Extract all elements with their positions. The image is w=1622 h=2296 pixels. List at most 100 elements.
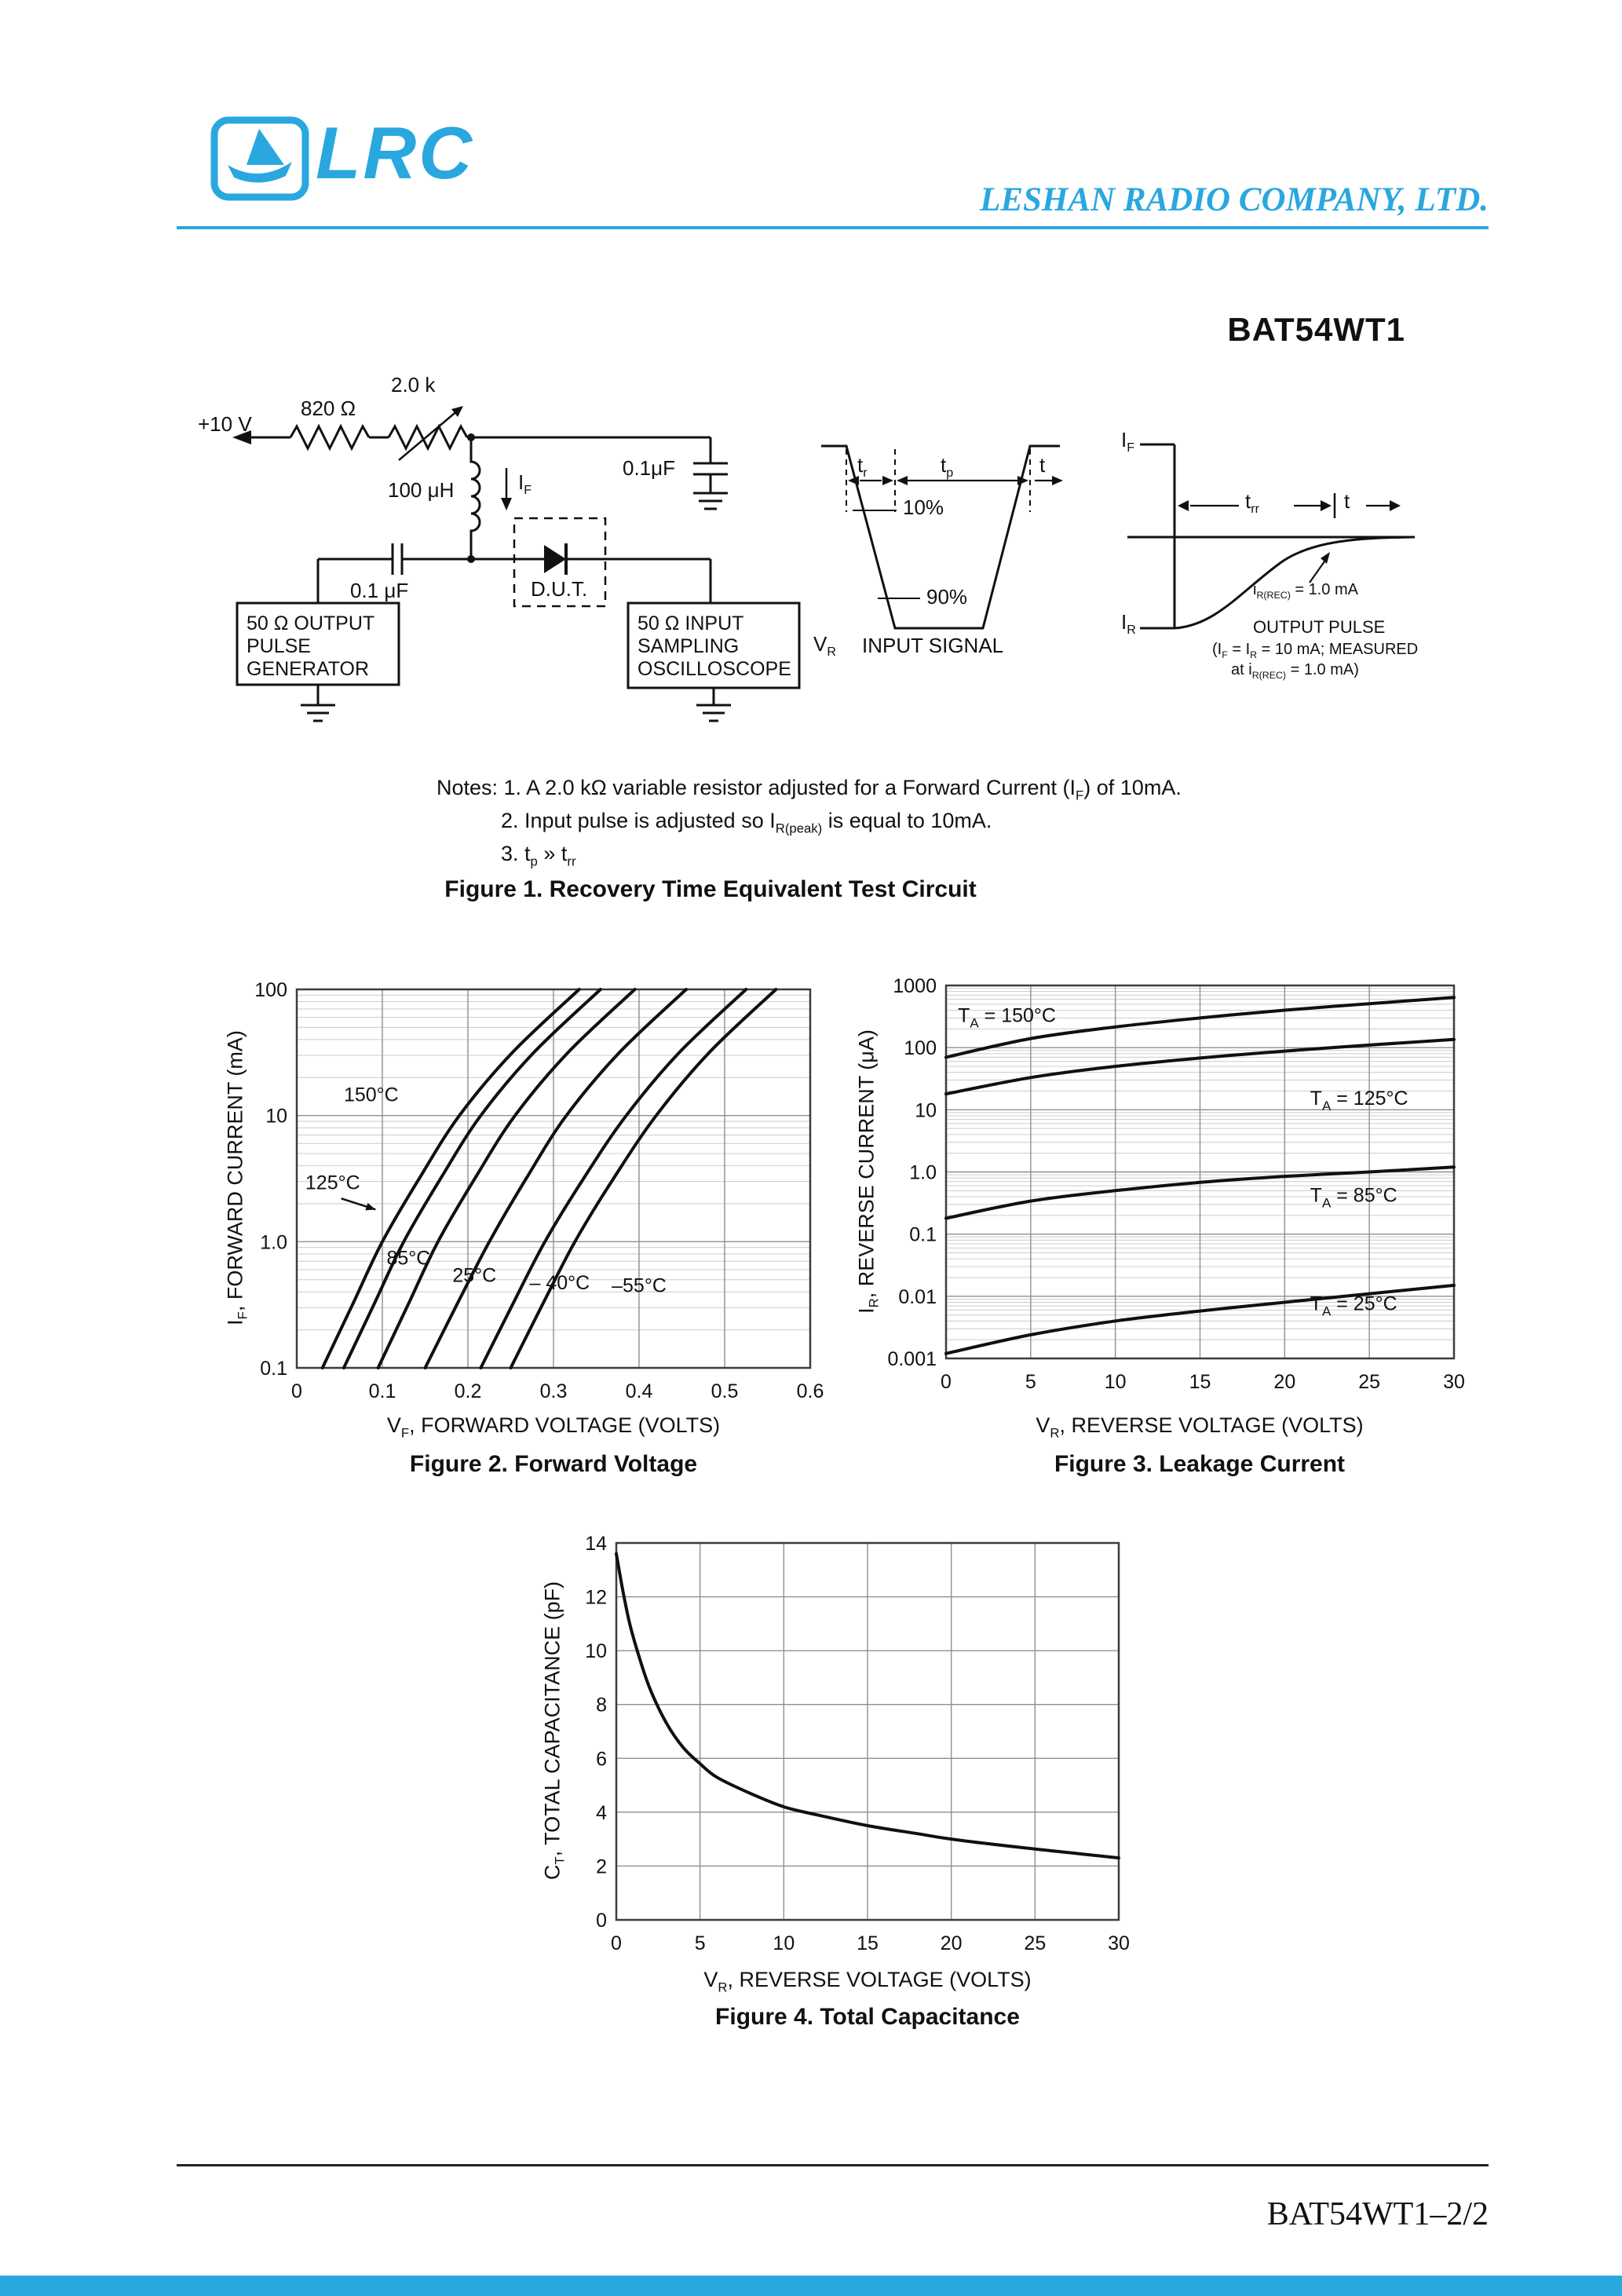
figure4-xlabel: VR, REVERSE VOLTAGE (VOLTS) [703,1968,1032,1995]
generator-box-label: 50 Ω OUTPUT PULSE GENERATOR [247,612,374,681]
generator-box [236,601,400,686]
dimension-lines [860,479,1397,507]
svg-text:0.6: 0.6 [797,1380,824,1402]
capacitor-top-symbol [693,462,728,493]
svg-text:2: 2 [596,1855,607,1877]
svg-text:5: 5 [1025,1371,1036,1393]
svg-text:8: 8 [596,1695,607,1717]
svg-text:0: 0 [596,1910,607,1932]
label-trr: trr [1245,489,1259,517]
resistor-820-symbol [289,423,371,452]
input-signal-waveform [821,444,1060,630]
label-input-signal: INPUT SIGNAL [862,634,1004,657]
label-output-note2: at iR(REC) = 1.0 mA) [1231,661,1359,681]
svg-text:0.1: 0.1 [260,1358,287,1380]
output-pulse-waveform [1127,443,1415,630]
note-line-1: Notes: 1. A 2.0 kΩ variable resistor adj… [437,776,1182,803]
circuit-arrowheads [232,406,1401,573]
figure2-ylabel: IF, FORWARD CURRENT (mA) [223,1030,250,1325]
part-number-title: BAT54WT1 [1227,311,1405,348]
lrc-logo-icon [210,116,309,201]
label-if-current: IF [518,470,532,498]
footer-accent-bar [0,2276,1622,2296]
svg-text:12: 12 [585,1587,607,1609]
svg-text:TA = 25°C: TA = 25°C [1310,1292,1397,1318]
svg-text:20: 20 [941,1932,963,1954]
figure1-circuit [232,406,1415,722]
svg-text:15: 15 [1189,1371,1211,1393]
variable-resistor-symbol [387,423,469,452]
svg-text:15: 15 [857,1932,879,1954]
label-if-output: IF [1121,428,1135,455]
svg-text:0.2: 0.2 [455,1380,482,1402]
svg-text:25°C: 25°C [452,1265,496,1287]
oscilloscope-line3: OSCILLOSCOPE [637,658,791,680]
oscilloscope-line1: 50 Ω INPUT [637,612,744,634]
svg-text:10: 10 [1105,1371,1127,1393]
ground-symbol [696,688,731,722]
figure4-chart: 0 2 4 6 8 10 12 14 0 5 10 15 20 25 30 [585,1533,1130,1954]
svg-text:TA = 150°C: TA = 150°C [958,1004,1056,1030]
svg-text:0.5: 0.5 [711,1380,739,1402]
header-rule [177,226,1489,229]
svg-text:85°C: 85°C [386,1247,430,1269]
company-name: LESHAN RADIO COMPANY, LTD. [980,181,1489,218]
oscilloscope-box [627,601,801,689]
svg-text:10: 10 [773,1932,795,1954]
logo-wordmark: LRC [316,112,475,194]
svg-text:1.0: 1.0 [260,1231,287,1253]
junction-dot [467,555,475,563]
circuit-wires [236,409,1415,722]
ground-symbol [301,685,335,722]
label-90pct: 90% [926,585,968,609]
oscilloscope-line2: SAMPLING [637,635,740,657]
svg-text:0: 0 [611,1932,622,1954]
inductor-symbol [469,437,481,559]
diode-symbol [544,545,566,573]
label-capacitor-left: 0.1 μF [350,579,409,602]
generator-line2: PULSE [247,635,311,657]
oscilloscope-box-label: 50 Ω INPUT SAMPLING OSCILLOSCOPE [637,612,791,681]
figure4-ylabel: CT, TOTAL CAPACITANCE (pF) [540,1581,568,1881]
label-dut: D.U.T. [531,577,588,601]
svg-text:0.3: 0.3 [540,1380,568,1402]
svg-text:TA = 85°C: TA = 85°C [1310,1185,1397,1211]
label-output-pulse: OUTPUT PULSE [1253,617,1386,637]
supply-arrowhead [232,430,251,444]
svg-text:30: 30 [1443,1371,1465,1393]
capacitor-left-symbol [316,543,471,603]
junction-dot [467,433,475,441]
label-t-input: t [1039,453,1046,477]
note-line-3: 3. tp » trr [501,842,576,869]
figure2-caption: Figure 2. Forward Voltage [409,1451,698,1477]
label-capacitor-top: 0.1μF [623,456,676,480]
svg-text:1.0: 1.0 [909,1162,937,1184]
label-tr: tr [857,453,868,481]
svg-text:0.1: 0.1 [369,1380,396,1402]
figure1-caption: Figure 1. Recovery Time Equivalent Test … [444,876,977,902]
svg-text:10: 10 [915,1099,937,1121]
svg-text:125°C: 125°C [305,1172,360,1194]
label-supply: +10 V [198,412,252,436]
variable-resistor-arrow [398,409,459,461]
svg-text:100: 100 [904,1037,937,1059]
label-output-note1: (IF = IR = 10 mA; MEASURED [1212,641,1419,660]
dashed-markers [846,449,1031,512]
label-ir-output: IR [1121,610,1136,638]
svg-text:20: 20 [1273,1371,1295,1393]
label-inductor: 100 μH [388,478,455,502]
svg-text:30: 30 [1108,1932,1130,1954]
svg-text:25: 25 [1358,1371,1380,1393]
ground-symbol [693,492,728,510]
svg-text:1000: 1000 [893,975,937,997]
figure3-xlabel: VR, REVERSE VOLTAGE (VOLTS) [1036,1413,1364,1441]
if-arrowhead [501,498,512,510]
figure3-chart: 0.001 0.01 0.1 1.0 10 100 1000 0 5 10 15 20 25 30 TA =… [887,975,1465,1393]
label-t-output: t [1344,489,1350,513]
svg-text:0.01: 0.01 [898,1286,937,1308]
label-irec: iR(REC) = 1.0 mA [1253,581,1358,601]
generator-line3: GENERATOR [247,658,370,680]
svg-text:0: 0 [291,1380,302,1402]
